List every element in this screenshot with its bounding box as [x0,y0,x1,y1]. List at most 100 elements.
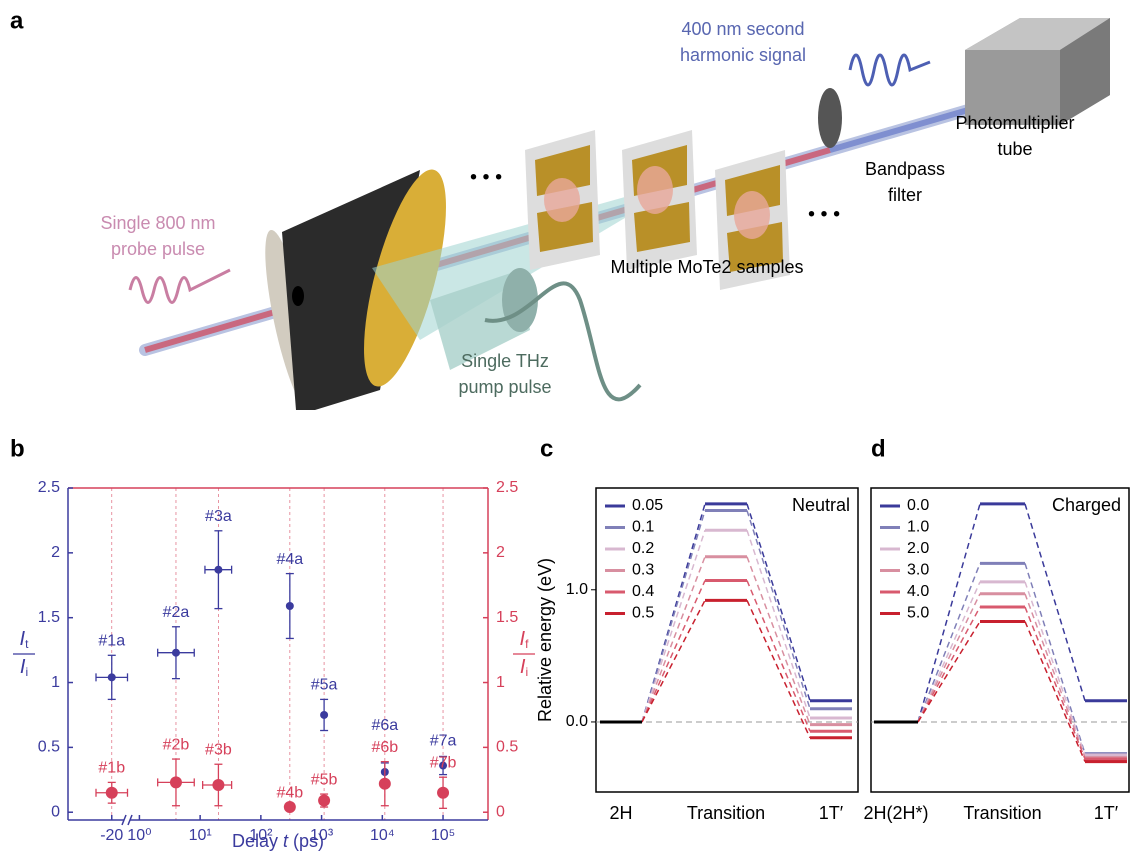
y2-tick-label: 1 [496,674,505,691]
y2-tick-label: 2.5 [496,479,518,496]
point [437,787,449,799]
legend-label: 0.1 [632,519,654,536]
x-tick-label: 2H [609,803,632,823]
legend-label: 3.0 [907,562,929,579]
point [214,566,222,574]
panel-a: a • • • • • • [10,7,1110,413]
point-label: #7b [430,754,457,771]
x-tick-label: 10⁴ [370,827,395,844]
y-axis-label: Relative energy (eV) [535,558,555,722]
point-label: #3b [205,741,232,758]
point-label: #4a [276,551,303,568]
detector-label: tube [997,139,1032,159]
signal-label: 400 nm second [681,19,804,39]
flake [544,178,580,222]
x-tick-label: Transition [963,803,1041,823]
connector [1025,607,1085,759]
y2-tick-label: 0 [496,803,505,820]
point-label: #5a [311,677,338,694]
connector [1025,582,1085,755]
panel-label: c [540,435,553,462]
connector [642,581,705,722]
legend-label: 4.0 [907,583,929,600]
connector [747,530,810,718]
connector [918,582,980,722]
connector [642,557,705,722]
panel-title: Charged [1052,495,1121,515]
point-label: #7a [430,732,457,749]
panel-c: c 0.0 1.0 Relative energy (eV) 2H Transition 1… [535,435,858,822]
y-tick-label: 0 [51,803,60,820]
flake [734,191,770,239]
y-tick-label: 0.5 [38,739,60,756]
x-tick-label: 10⁰ [127,827,151,844]
connector [918,607,980,722]
point [172,649,180,657]
point [320,711,328,719]
legend-label: 0.3 [632,562,654,579]
connector [642,530,705,722]
y-label-part: i [25,665,28,679]
x-tick-label: Transition [687,803,765,823]
bandpass-filter [818,88,842,148]
legend-label: 0.5 [632,605,654,622]
legend-label: 0.2 [632,540,654,557]
point-label: #6a [371,717,398,734]
y2-tick-label: 2 [496,544,505,561]
figure: a • • • • • • [0,0,1131,851]
point-label: #1b [98,760,125,777]
legend-label: 0.4 [632,583,654,600]
probe-label: Single 800 nm [100,213,215,233]
filter-label: filter [888,185,922,205]
panel-title: Neutral [792,495,850,515]
point [106,787,118,799]
connector [1025,563,1085,753]
legend-label: 1.0 [907,519,929,536]
y-tick-label: 1 [51,674,60,691]
y-label-part: t [25,637,29,651]
y-tick-label: 2 [51,544,60,561]
point [108,673,116,681]
point-label: #3a [205,508,232,525]
panel-b: b00.511.522.500.511.522.5-2010⁰10¹10²10³… [10,435,535,850]
y-tick-label: 0.0 [566,713,588,730]
point-label: #4b [276,784,303,801]
connector [918,621,980,721]
hole [292,286,304,306]
point-label: #6b [371,739,398,756]
point-label: #2a [163,604,190,621]
y-label-numerator: If [520,628,530,651]
x-tick-label: 1T′ [819,803,844,823]
panel-label: a [10,7,24,34]
point [170,776,182,788]
connector [1025,504,1085,701]
x-axis-label-part: (ps) [288,831,324,851]
signal-pulse [850,55,930,85]
point [286,602,294,610]
x-axis-label: Delay t (ps) [232,831,324,851]
point-label: #5b [311,771,338,788]
probe-pulse [130,270,230,303]
x-tick-label: 10¹ [189,827,212,844]
detector-label: Photomultiplier [955,113,1074,133]
y-label-part: i [525,665,528,679]
y-tick-label: 1.0 [566,581,588,598]
point-label: #1a [98,633,125,650]
panel-label: b [10,435,25,462]
x-tick-label: 1T′ [1094,803,1119,823]
legend-label: 0.05 [632,497,663,514]
x-tick-label: 10⁵ [431,827,455,844]
flake [637,166,673,214]
y2-tick-label: 1.5 [496,609,518,626]
probe-label: probe pulse [111,239,205,259]
point [379,778,391,790]
point [212,779,224,791]
y-label-denominator: Ii [520,656,528,679]
ellipsis: • • • [470,166,502,188]
y-tick-label: 2.5 [38,479,60,496]
connector [747,557,810,725]
legend-label: 0.0 [907,497,929,514]
signal-beam [830,108,975,150]
legend-label: 2.0 [907,540,929,557]
point [284,801,296,813]
